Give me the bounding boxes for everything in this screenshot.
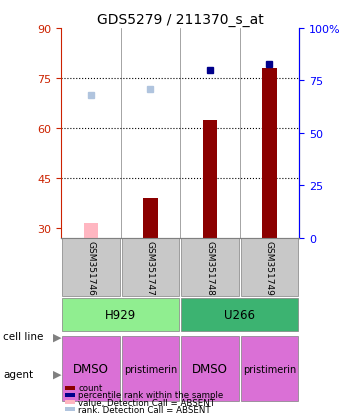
Text: value, Detection Call = ABSENT: value, Detection Call = ABSENT xyxy=(78,398,215,406)
Text: agent: agent xyxy=(3,369,34,379)
Bar xyxy=(84,223,98,238)
Text: rank, Detection Call = ABSENT: rank, Detection Call = ABSENT xyxy=(78,405,211,413)
Text: GSM351748: GSM351748 xyxy=(205,240,215,295)
FancyBboxPatch shape xyxy=(182,337,239,401)
Text: DMSO: DMSO xyxy=(192,362,228,375)
FancyBboxPatch shape xyxy=(182,299,298,331)
Text: H929: H929 xyxy=(105,309,136,321)
Text: percentile rank within the sample: percentile rank within the sample xyxy=(78,391,223,399)
Text: pristimerin: pristimerin xyxy=(124,364,177,374)
Bar xyxy=(143,198,158,238)
Bar xyxy=(203,120,217,238)
Text: ▶: ▶ xyxy=(53,369,61,379)
Text: pristimerin: pristimerin xyxy=(243,364,296,374)
FancyBboxPatch shape xyxy=(122,239,179,296)
FancyBboxPatch shape xyxy=(182,239,239,296)
Text: count: count xyxy=(78,384,103,392)
Text: U266: U266 xyxy=(224,309,255,321)
Text: cell line: cell line xyxy=(3,332,44,342)
Text: GSM351747: GSM351747 xyxy=(146,240,155,295)
Text: GSM351749: GSM351749 xyxy=(265,240,274,295)
Text: GSM351746: GSM351746 xyxy=(86,240,96,295)
Text: DMSO: DMSO xyxy=(73,362,109,375)
Text: ▶: ▶ xyxy=(53,332,61,342)
FancyBboxPatch shape xyxy=(122,337,179,401)
FancyBboxPatch shape xyxy=(62,337,120,401)
FancyBboxPatch shape xyxy=(241,239,298,296)
FancyBboxPatch shape xyxy=(241,337,298,401)
FancyBboxPatch shape xyxy=(62,239,120,296)
Title: GDS5279 / 211370_s_at: GDS5279 / 211370_s_at xyxy=(97,12,264,26)
Bar xyxy=(262,69,277,238)
FancyBboxPatch shape xyxy=(62,299,179,331)
